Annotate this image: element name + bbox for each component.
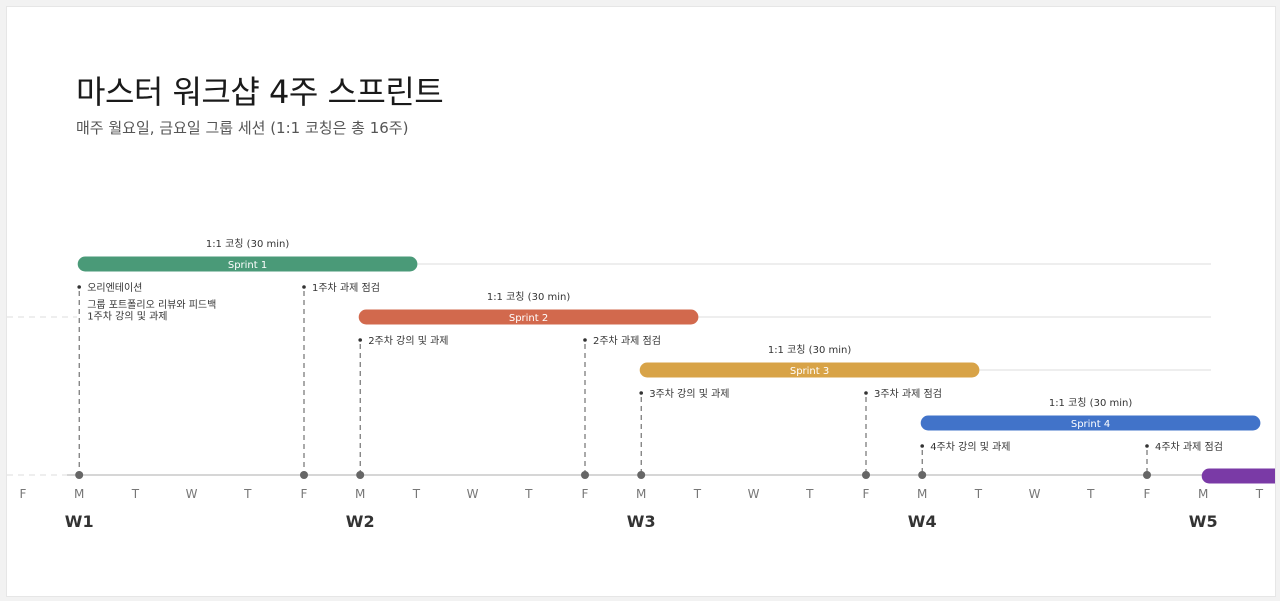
sprint-bar bbox=[639, 362, 980, 378]
event-bullet bbox=[358, 338, 363, 342]
day-tick-label: M bbox=[636, 487, 646, 501]
sprint-coaching-label: 1:1 코칭 (30 min) bbox=[768, 344, 852, 356]
day-tick-label: W bbox=[467, 487, 479, 501]
event-label: 오리엔테이션 bbox=[87, 282, 142, 294]
axis-dot bbox=[581, 471, 589, 479]
axis-dot bbox=[356, 471, 365, 479]
event-label: 4주차 과제 점검 bbox=[1155, 441, 1223, 453]
day-tick-label: F bbox=[301, 487, 308, 501]
sprint-bar bbox=[358, 309, 699, 325]
day-tick-label: F bbox=[863, 487, 870, 501]
sprint-bar-label: Sprint 2 bbox=[509, 313, 548, 324]
day-tick-label: T bbox=[524, 487, 533, 501]
axis-dot bbox=[1143, 471, 1151, 479]
event-bullet bbox=[864, 391, 868, 395]
day-tick-label: M bbox=[917, 487, 927, 501]
event-bullet bbox=[302, 285, 306, 289]
event-bullet bbox=[77, 285, 81, 289]
day-tick-label: T bbox=[243, 487, 252, 501]
week-label: W3 bbox=[627, 512, 656, 531]
day-tick-label: M bbox=[74, 487, 84, 501]
day-tick-label: T bbox=[412, 487, 421, 501]
chart-subtitle: 매주 월요일, 금요일 그룹 세션 (1:1 코칭은 총 16주) bbox=[76, 119, 409, 137]
day-tick-label: T bbox=[1255, 487, 1264, 501]
week-label: W1 bbox=[65, 512, 94, 531]
day-tick-label: M bbox=[355, 487, 365, 501]
event-label: 3주차 강의 및 과제 bbox=[649, 388, 729, 400]
axis-dot bbox=[75, 471, 84, 479]
day-tick-label: T bbox=[1086, 487, 1095, 501]
day-tick-label: T bbox=[693, 487, 702, 501]
axis-dot bbox=[300, 471, 308, 479]
sprint-bar-label: Sprint 1 bbox=[228, 260, 267, 271]
sprint-bar bbox=[77, 256, 418, 272]
axis-dot bbox=[862, 471, 870, 479]
sprint-bar-label: Sprint 4 bbox=[1071, 419, 1110, 430]
week-label: W4 bbox=[908, 512, 937, 531]
event-label: 그룹 포트폴리오 리뷰와 피드백 bbox=[87, 299, 216, 311]
day-tick-label: T bbox=[974, 487, 983, 501]
event-label: 3주차 과제 점검 bbox=[874, 388, 942, 400]
day-tick-label: F bbox=[20, 487, 27, 501]
event-label: 1주차 과제 점검 bbox=[312, 282, 380, 294]
timeline-card: 마스터 워크샵 4주 스프린트 매주 월요일, 금요일 그룹 세션 (1:1 코… bbox=[6, 6, 1276, 597]
event-bullet bbox=[920, 444, 924, 448]
sprint-bar bbox=[1201, 468, 1275, 484]
day-tick-label: T bbox=[805, 487, 814, 501]
axis-dot bbox=[637, 471, 646, 479]
event-label: 1주차 강의 및 과제 bbox=[87, 310, 167, 322]
event-label: 4주차 강의 및 과제 bbox=[930, 441, 1010, 453]
day-tick-label: F bbox=[582, 487, 589, 501]
event-label: 2주차 강의 및 과제 bbox=[368, 335, 448, 347]
sprint-bar-label: Sprint 3 bbox=[790, 366, 829, 377]
sprint-coaching-label: 1:1 코칭 (30 min) bbox=[206, 238, 290, 250]
day-tick-label: W bbox=[1029, 487, 1041, 501]
day-tick-label: W bbox=[186, 487, 198, 501]
sprint-coaching-label: 1:1 코칭 (30 min) bbox=[487, 291, 571, 303]
day-tick-label: F bbox=[1144, 487, 1151, 501]
day-tick-label: W bbox=[748, 487, 760, 501]
axis-dot bbox=[918, 471, 927, 479]
day-tick-label: M bbox=[1198, 487, 1208, 501]
event-bullet bbox=[1145, 444, 1149, 448]
event-bullet bbox=[639, 391, 643, 395]
week-label: W2 bbox=[346, 512, 375, 531]
event-label: 2주차 과제 점검 bbox=[593, 335, 661, 347]
week-label: W5 bbox=[1189, 512, 1218, 531]
chart-title: 마스터 워크샵 4주 스프린트 bbox=[76, 73, 444, 111]
day-tick-label: T bbox=[131, 487, 140, 501]
event-bullet bbox=[583, 338, 587, 342]
sprint-bar bbox=[920, 415, 1261, 431]
sprint-coaching-label: 1:1 코칭 (30 min) bbox=[1049, 397, 1133, 409]
